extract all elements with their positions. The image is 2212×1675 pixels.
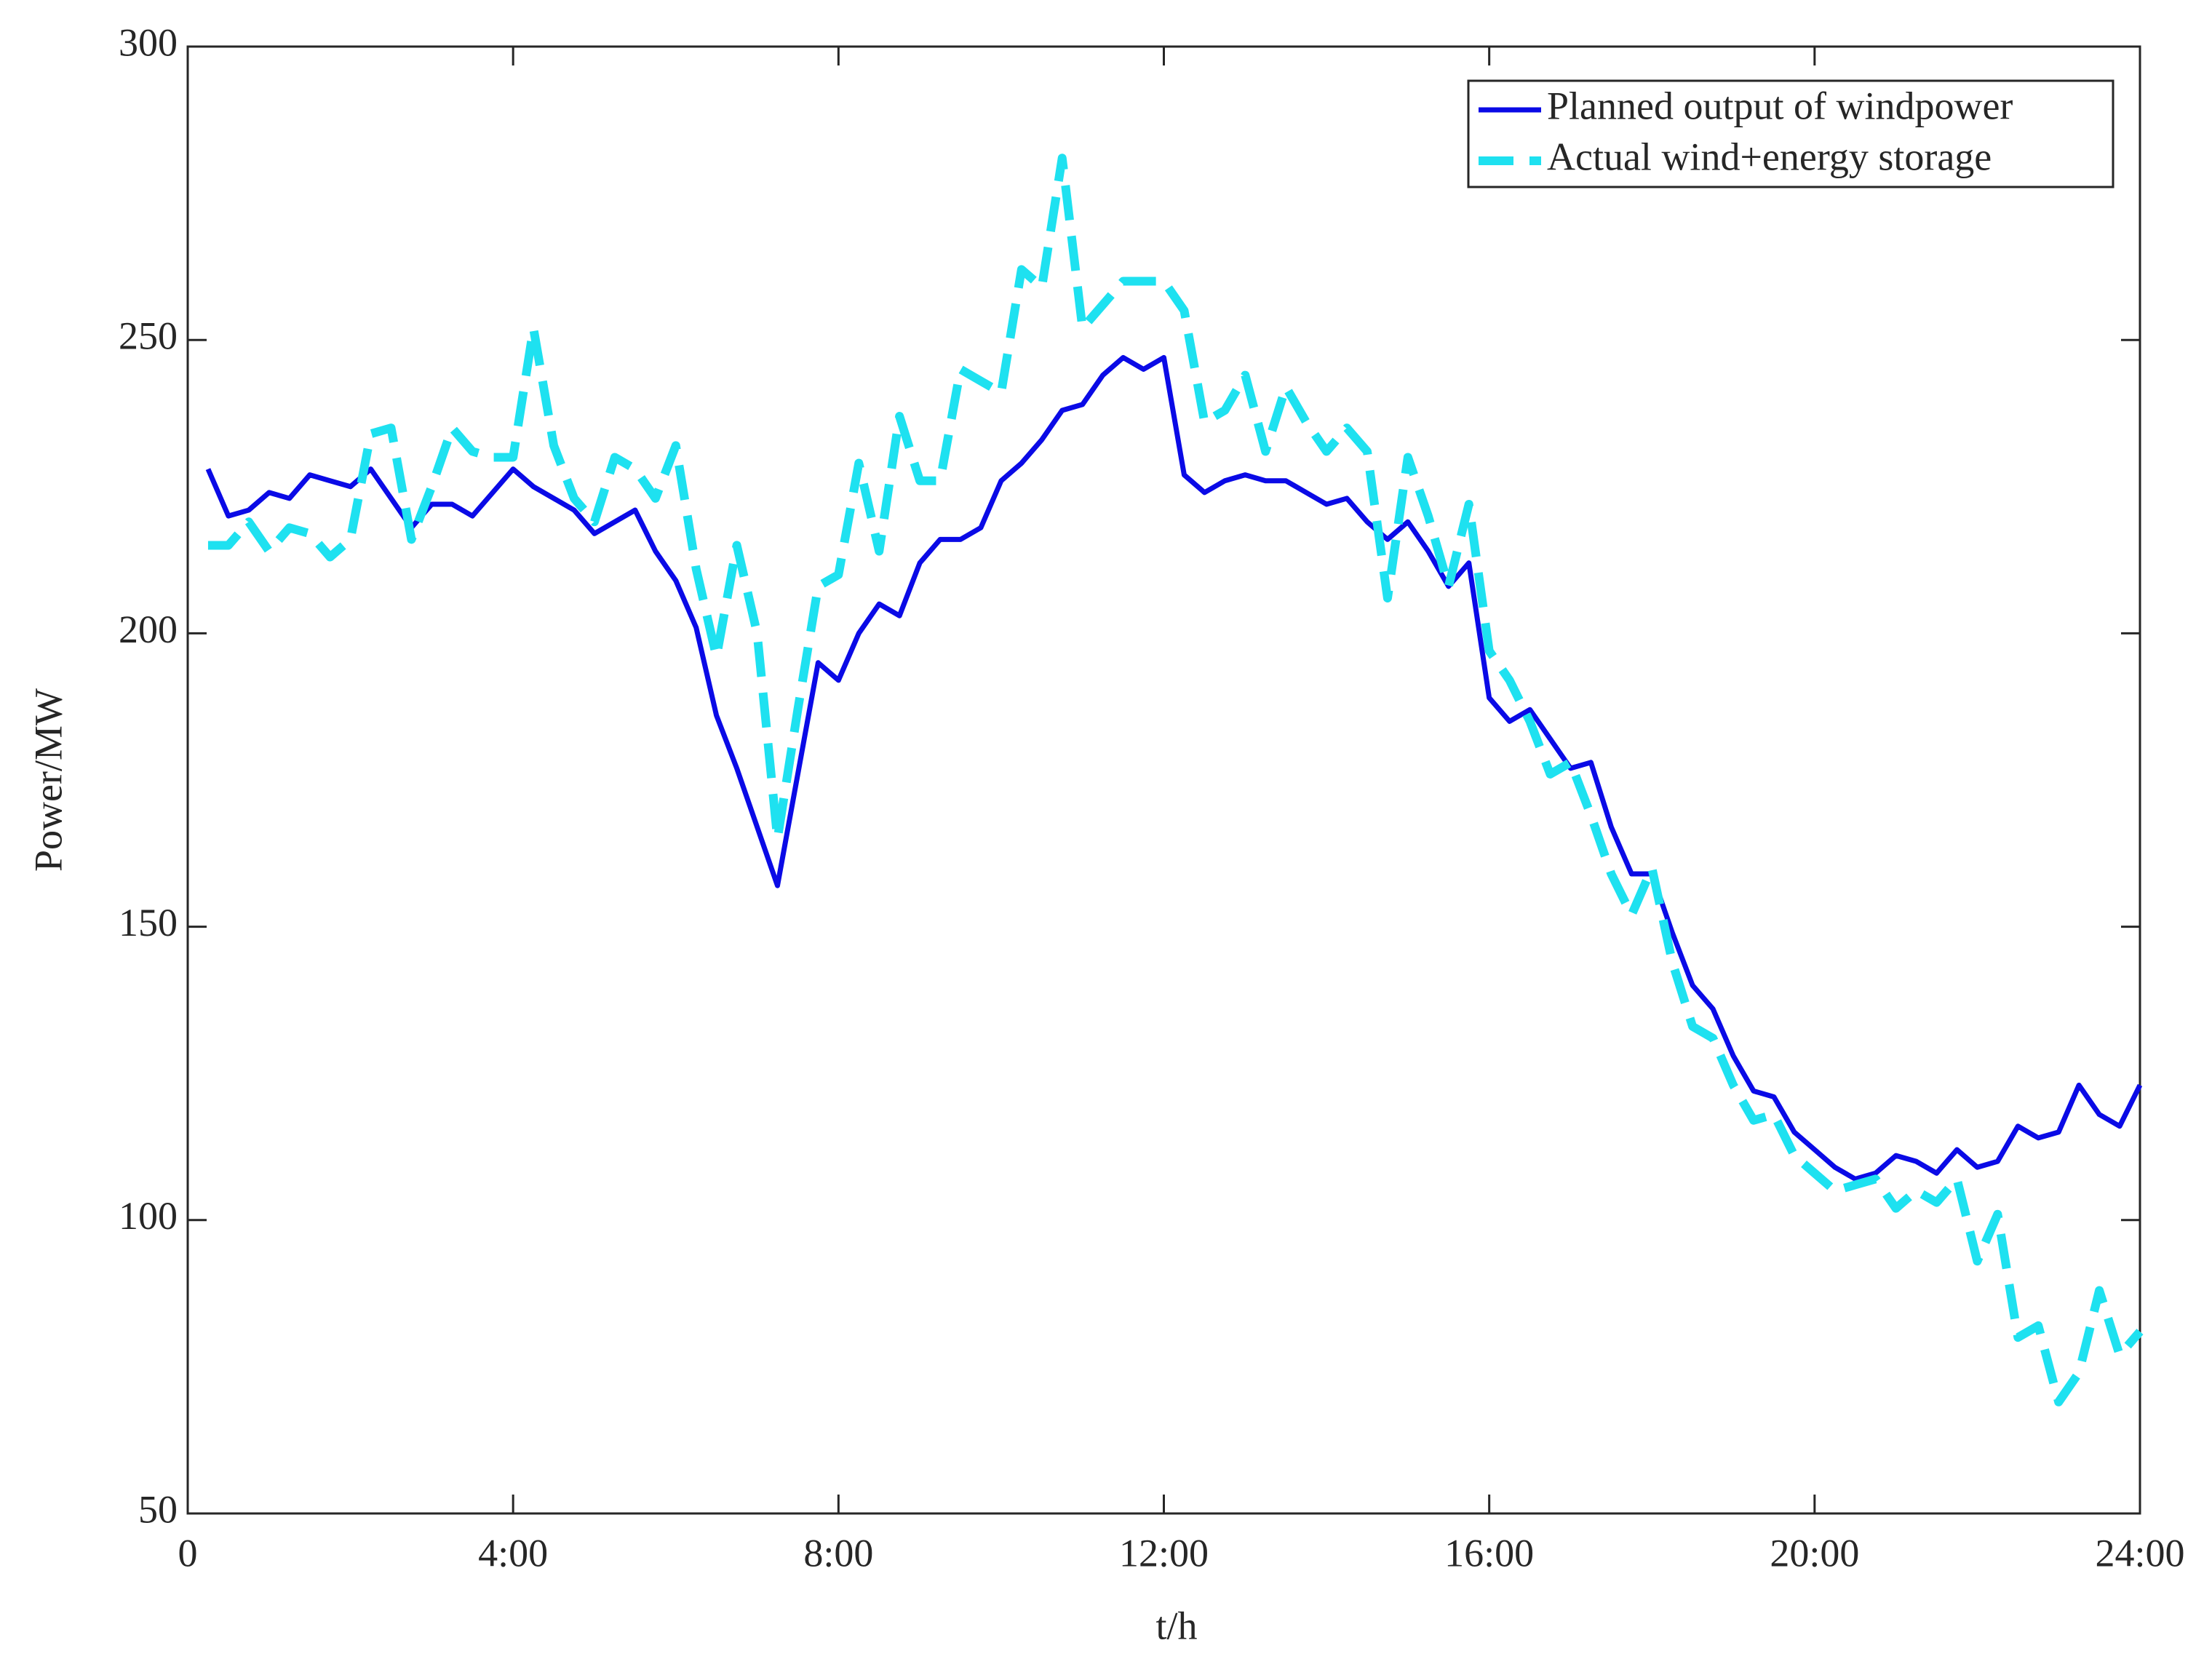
- x-axis-label: t/h: [1155, 1604, 1197, 1647]
- x-tick-label: 8:00: [803, 1531, 873, 1575]
- legend-label: Planned output of windpower: [1547, 84, 2013, 127]
- y-tick-label: 150: [119, 901, 178, 944]
- x-tick-label: 12:00: [1119, 1531, 1209, 1575]
- y-tick-label: 50: [138, 1487, 178, 1531]
- x-tick-label: 24:00: [2095, 1531, 2184, 1575]
- series-line: [205, 354, 2143, 1182]
- x-tick-label: 4:00: [478, 1531, 548, 1575]
- y-tick-label: 200: [119, 608, 178, 651]
- legend-box: [1467, 79, 2114, 188]
- y-tick-label: 300: [119, 20, 178, 64]
- legend-label: Actual wind+energy storage: [1547, 135, 1992, 178]
- y-axis-label: Power/MW: [26, 688, 70, 872]
- x-tick-label: 0: [178, 1531, 198, 1575]
- x-tick-label: 20:00: [1770, 1531, 1859, 1575]
- x-tick-label: 16:00: [1444, 1531, 1534, 1575]
- y-tick-label: 250: [119, 314, 178, 358]
- series-line: [207, 154, 2144, 1407]
- y-tick-label: 100: [119, 1194, 178, 1238]
- plot-frame: [186, 45, 2141, 1515]
